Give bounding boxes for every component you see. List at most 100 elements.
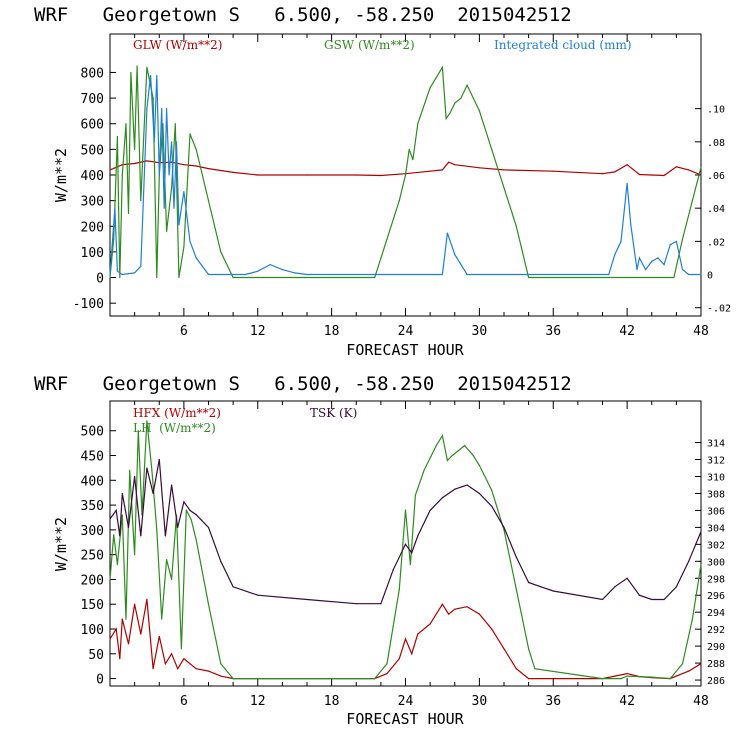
lh-point bbox=[137, 430, 139, 432]
lh-point bbox=[669, 678, 671, 680]
y2-tick-label: .04 bbox=[707, 204, 725, 215]
cloud-point bbox=[663, 264, 665, 266]
y-tick-label: 0 bbox=[96, 272, 104, 287]
glw-point bbox=[183, 164, 185, 166]
y2-tick-label: .02 bbox=[707, 237, 725, 248]
hfx-point bbox=[700, 663, 702, 665]
lh-point bbox=[166, 559, 168, 561]
x-tick-label: 48 bbox=[693, 694, 709, 709]
x-tick-label: 18 bbox=[324, 324, 340, 339]
y-tick-label: 100 bbox=[81, 623, 104, 638]
tsk-point bbox=[115, 509, 117, 511]
tsk-point bbox=[140, 535, 142, 537]
lh-point bbox=[220, 663, 222, 665]
tsk-point bbox=[651, 598, 653, 601]
tsk-line bbox=[109, 459, 702, 605]
tsk-point bbox=[195, 514, 197, 516]
hfx-point bbox=[688, 670, 690, 672]
tsk-point bbox=[429, 509, 431, 511]
hfx-point bbox=[417, 633, 419, 635]
tsk-point bbox=[164, 535, 166, 537]
gsw-point bbox=[445, 118, 447, 120]
x-tick-label: 42 bbox=[619, 324, 635, 339]
cloud-point bbox=[166, 108, 168, 110]
y-tick-label: 500 bbox=[81, 143, 104, 158]
tsk-point bbox=[355, 603, 357, 605]
hfx-point bbox=[189, 663, 191, 665]
gsw-point bbox=[156, 276, 158, 279]
top-x-axis-ticks: 6 12 18 24 30 36 42 48 bbox=[134, 34, 709, 339]
cloud-point bbox=[675, 240, 678, 242]
hfx-point bbox=[171, 653, 173, 655]
cloud-point bbox=[146, 108, 148, 110]
hfx-point bbox=[466, 606, 468, 608]
y2-tick-label: .10 bbox=[707, 105, 725, 116]
hfx-point bbox=[183, 658, 185, 660]
gsw-point bbox=[174, 123, 176, 125]
hfx-point bbox=[140, 633, 142, 635]
x-tick-label: 12 bbox=[250, 324, 266, 339]
tsk-point bbox=[127, 526, 130, 529]
cloud-point bbox=[257, 270, 259, 272]
bottom-chart-title: WRF Georgetown S 6.500, -58.250 20150425… bbox=[34, 373, 572, 395]
cloud-point bbox=[630, 224, 632, 226]
glw-point bbox=[478, 167, 480, 169]
tsk-point bbox=[146, 467, 148, 469]
glw-point bbox=[688, 169, 690, 171]
gsw-point bbox=[207, 200, 210, 202]
hfx-point bbox=[152, 668, 154, 670]
y-tick-label: 300 bbox=[81, 524, 104, 539]
cloud-point bbox=[175, 141, 178, 143]
lh-point bbox=[451, 454, 453, 457]
legend-hfx: HFX (W/m**2) bbox=[133, 406, 221, 420]
hfx-point bbox=[528, 678, 530, 680]
legend-lh: LH (W/m**2) bbox=[133, 421, 216, 435]
y-tick-label: -100 bbox=[73, 297, 104, 312]
legend-glw: GLW (W/m**2) bbox=[133, 38, 222, 52]
lh-point bbox=[515, 588, 517, 590]
gsw-point bbox=[386, 238, 388, 240]
tsk-point bbox=[688, 560, 690, 562]
gsw-point bbox=[503, 187, 505, 189]
hfx-point bbox=[195, 668, 197, 670]
x-tick-label: 48 bbox=[693, 324, 709, 339]
cloud-point bbox=[638, 257, 641, 259]
y2-tick-label: 300 bbox=[707, 557, 725, 568]
tsk-point bbox=[700, 531, 702, 533]
top-chart-series bbox=[109, 65, 702, 279]
cloud-point bbox=[608, 273, 610, 276]
cloud-point bbox=[244, 273, 246, 276]
cloud-point bbox=[636, 269, 638, 271]
glw-point bbox=[454, 164, 456, 166]
lh-point bbox=[109, 578, 111, 581]
tsk-point bbox=[491, 505, 493, 507]
glw-point bbox=[663, 174, 665, 177]
lh-point bbox=[423, 469, 425, 471]
y2-tick-label: 314 bbox=[707, 439, 725, 450]
lh-point bbox=[478, 464, 480, 466]
x-tick-label: 24 bbox=[398, 324, 414, 339]
x-tick-label: 36 bbox=[545, 694, 561, 709]
glw-point bbox=[614, 171, 616, 173]
bottom-chart-series bbox=[109, 420, 702, 680]
legend-gsw: GSW (W/m**2) bbox=[324, 38, 415, 52]
gsw-point bbox=[136, 65, 138, 67]
y2-tick-label: 306 bbox=[707, 506, 725, 517]
cloud-point bbox=[140, 265, 142, 267]
hfx-line bbox=[109, 599, 702, 680]
gsw-point bbox=[113, 238, 115, 240]
tsk-point bbox=[614, 586, 616, 588]
cloud-point bbox=[158, 174, 160, 176]
gsw-point bbox=[449, 112, 451, 115]
hfx-point bbox=[398, 658, 400, 660]
tsk-point bbox=[171, 484, 173, 486]
gsw-point bbox=[515, 225, 517, 227]
y-tick-label: 500 bbox=[81, 425, 104, 440]
glw-point bbox=[195, 165, 197, 167]
gsw-point bbox=[429, 87, 431, 89]
cloud-point bbox=[195, 257, 197, 259]
y2-tick-label: 288 bbox=[707, 659, 725, 670]
hfx-point bbox=[429, 623, 431, 625]
